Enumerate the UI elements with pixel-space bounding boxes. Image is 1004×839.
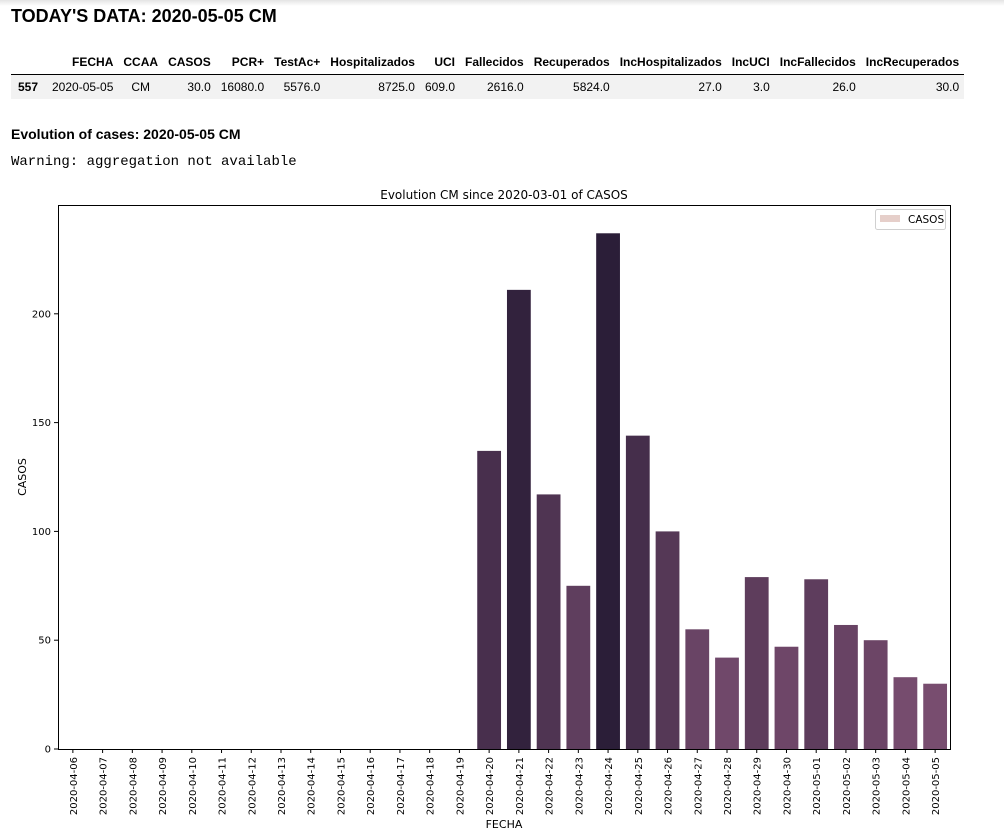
x-tick-label: 2020-05-04 — [901, 757, 912, 815]
y-tick-label: 50 — [38, 636, 51, 647]
top-shadow — [0, 0, 1004, 6]
header-ccaa: CCAA — [123, 55, 159, 69]
header-fallecidos: Fallecidos — [465, 55, 524, 69]
x-tick-label: 2020-04-16 — [366, 757, 377, 815]
bar-2020-05-02 — [834, 624, 858, 749]
bar-chart: Evolution CM since 2020-03-01 of CASOS 2… — [16, 188, 951, 831]
cell-pcr: 16080.0 — [220, 80, 265, 94]
bar-2020-04-24 — [596, 233, 620, 750]
x-axis-ticks: 2020-04-06 2020-04-07 2020-04-08 2020-04-09… — [69, 749, 942, 815]
bar-2020-04-22 — [536, 494, 561, 749]
x-tick-label: 2020-04-13 — [277, 757, 288, 815]
bar-2020-04-29 — [744, 577, 769, 749]
x-tick-label: 2020-05-03 — [872, 757, 883, 815]
header-incuci: IncUCI — [731, 55, 770, 69]
cell-fecha: 2020-05-05 — [52, 80, 114, 94]
cell-index: 557 — [18, 80, 39, 94]
header-increcuperados: IncRecuperados — [865, 55, 960, 69]
bars-group — [477, 233, 948, 750]
x-tick-label: 2020-04-06 — [69, 757, 80, 815]
x-axis-label: FECHA — [486, 818, 523, 831]
x-tick-label: 2020-04-18 — [426, 757, 437, 815]
cell-ccaa: CM — [131, 80, 151, 94]
header-casos: CASOS — [168, 55, 211, 69]
section-heading: Evolution of cases: 2020-05-05 CM — [11, 126, 241, 142]
x-tick-label: 2020-04-20 — [485, 757, 496, 815]
data-table: FECHA CCAA CASOS PCR+ TestAc+ Hospitaliz… — [11, 52, 965, 99]
header-testac: TestAc+ — [274, 55, 321, 69]
table-row: 557 2020-05-05 CM 30.0 16080.0 5576.0 87… — [11, 74, 965, 99]
table-header-row: FECHA CCAA CASOS PCR+ TestAc+ Hospitaliz… — [11, 52, 965, 75]
legend: CASOS — [875, 209, 946, 230]
y-tick-label: 0 — [45, 745, 51, 756]
header-inchospitalizados: IncHospitalizados — [619, 55, 722, 69]
x-tick-label: 2020-04-25 — [634, 757, 645, 815]
x-tick-label: 2020-04-15 — [336, 757, 347, 815]
y-tick-label: 150 — [32, 418, 51, 429]
header-hospitalizados: Hospitalizados — [330, 55, 415, 69]
bar-2020-04-27 — [685, 629, 710, 749]
x-tick-label: 2020-04-11 — [218, 757, 229, 815]
bar-2020-05-04 — [893, 677, 918, 749]
x-tick-label: 2020-04-28 — [723, 757, 734, 815]
x-tick-label: 2020-04-07 — [99, 757, 110, 815]
bar-2020-05-03 — [863, 640, 888, 749]
x-tick-label: 2020-04-27 — [693, 757, 704, 815]
cell-testac: 5576.0 — [283, 80, 321, 94]
header-uci: UCI — [434, 55, 455, 69]
legend-box — [875, 209, 946, 230]
cell-incuci: 3.0 — [753, 80, 770, 94]
legend-label: CASOS — [908, 214, 944, 226]
warning-text: Warning: aggregation not available — [11, 154, 297, 170]
x-tick-label: 2020-05-05 — [931, 757, 942, 815]
cell-recuperados: 5824.0 — [573, 80, 610, 94]
bar-2020-04-20 — [477, 450, 502, 749]
cell-hospitalizados: 8725.0 — [378, 80, 415, 94]
cell-fallecidos: 2616.0 — [486, 80, 524, 94]
x-tick-label: 2020-04-14 — [307, 757, 318, 815]
header-incfallecidos: IncFallecidos — [779, 55, 856, 69]
x-tick-label: 2020-04-10 — [188, 757, 199, 815]
y-axis-label: CASOS — [16, 458, 29, 496]
cell-uci: 609.0 — [424, 80, 455, 94]
bar-2020-04-23 — [566, 585, 591, 749]
x-tick-label: 2020-04-08 — [128, 757, 139, 815]
page-title: TODAY'S DATA: 2020-05-05 CM — [11, 6, 277, 26]
y-tick-label: 200 — [32, 309, 51, 320]
x-tick-label: 2020-05-02 — [842, 757, 853, 815]
header-pcr: PCR+ — [231, 55, 265, 69]
x-tick-label: 2020-04-17 — [396, 757, 407, 815]
bar-2020-04-28 — [715, 657, 739, 749]
x-tick-label: 2020-04-19 — [455, 757, 466, 815]
x-tick-label: 2020-04-23 — [574, 757, 585, 815]
x-tick-label: 2020-05-01 — [812, 757, 823, 815]
x-tick-label: 2020-04-30 — [782, 757, 793, 815]
bar-2020-04-30 — [774, 646, 799, 749]
x-tick-label: 2020-04-26 — [664, 757, 675, 815]
bar-2020-04-25 — [625, 435, 650, 749]
header-fecha: FECHA — [72, 55, 114, 69]
y-tick-label: 100 — [32, 527, 51, 538]
bar-2020-04-21 — [506, 289, 531, 749]
x-tick-label: 2020-04-24 — [604, 757, 615, 815]
cell-inchospitalizados: 27.0 — [698, 80, 722, 94]
x-tick-label: 2020-04-29 — [753, 757, 764, 815]
x-tick-label: 2020-04-09 — [158, 757, 169, 815]
cell-casos: 30.0 — [187, 80, 211, 94]
x-tick-label: 2020-04-12 — [247, 757, 258, 815]
cell-incfallecidos: 26.0 — [832, 80, 856, 94]
y-axis-ticks: 0 50 100 150 200 — [32, 309, 58, 756]
bar-2020-05-01 — [804, 579, 829, 749]
header-index — [11, 52, 47, 75]
chart-title: Evolution CM since 2020-03-01 of CASOS — [380, 188, 628, 202]
header-recuperados: Recuperados — [533, 55, 610, 69]
plot-frame — [58, 205, 951, 750]
legend-swatch — [880, 215, 900, 222]
cell-increcuperados: 30.0 — [935, 80, 960, 94]
bar-2020-05-05 — [923, 683, 948, 749]
bar-2020-04-26 — [655, 531, 680, 749]
x-tick-label: 2020-04-22 — [545, 757, 556, 815]
x-tick-label: 2020-04-21 — [515, 757, 526, 815]
